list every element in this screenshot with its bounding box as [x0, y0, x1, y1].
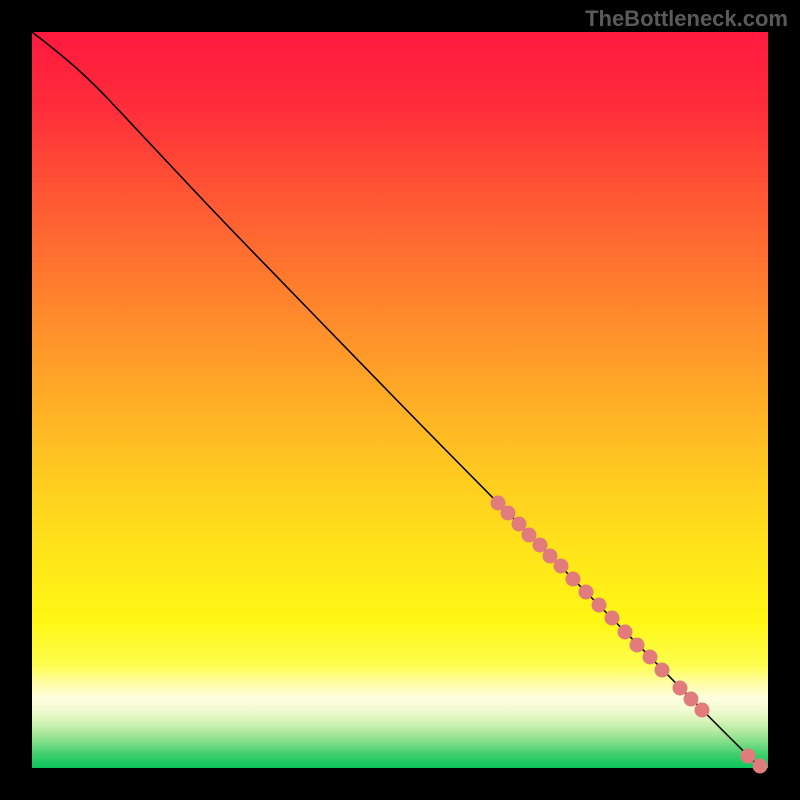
- data-marker: [655, 663, 669, 677]
- data-marker: [592, 598, 606, 612]
- data-marker: [684, 692, 698, 706]
- data-marker: [605, 611, 619, 625]
- data-marker: [695, 703, 709, 717]
- data-marker: [554, 559, 568, 573]
- plot-background: [32, 32, 768, 768]
- data-marker: [543, 549, 557, 563]
- watermark-text: TheBottleneck.com: [585, 6, 788, 32]
- data-marker: [501, 506, 515, 520]
- bottleneck-chart: [0, 0, 800, 800]
- data-marker: [630, 638, 644, 652]
- data-marker: [643, 650, 657, 664]
- data-marker: [741, 749, 755, 763]
- data-marker: [579, 585, 593, 599]
- data-marker: [512, 517, 526, 531]
- data-marker: [753, 759, 767, 773]
- data-marker: [522, 528, 536, 542]
- data-marker: [618, 625, 632, 639]
- data-marker: [673, 681, 687, 695]
- data-marker: [566, 572, 580, 586]
- data-marker: [533, 538, 547, 552]
